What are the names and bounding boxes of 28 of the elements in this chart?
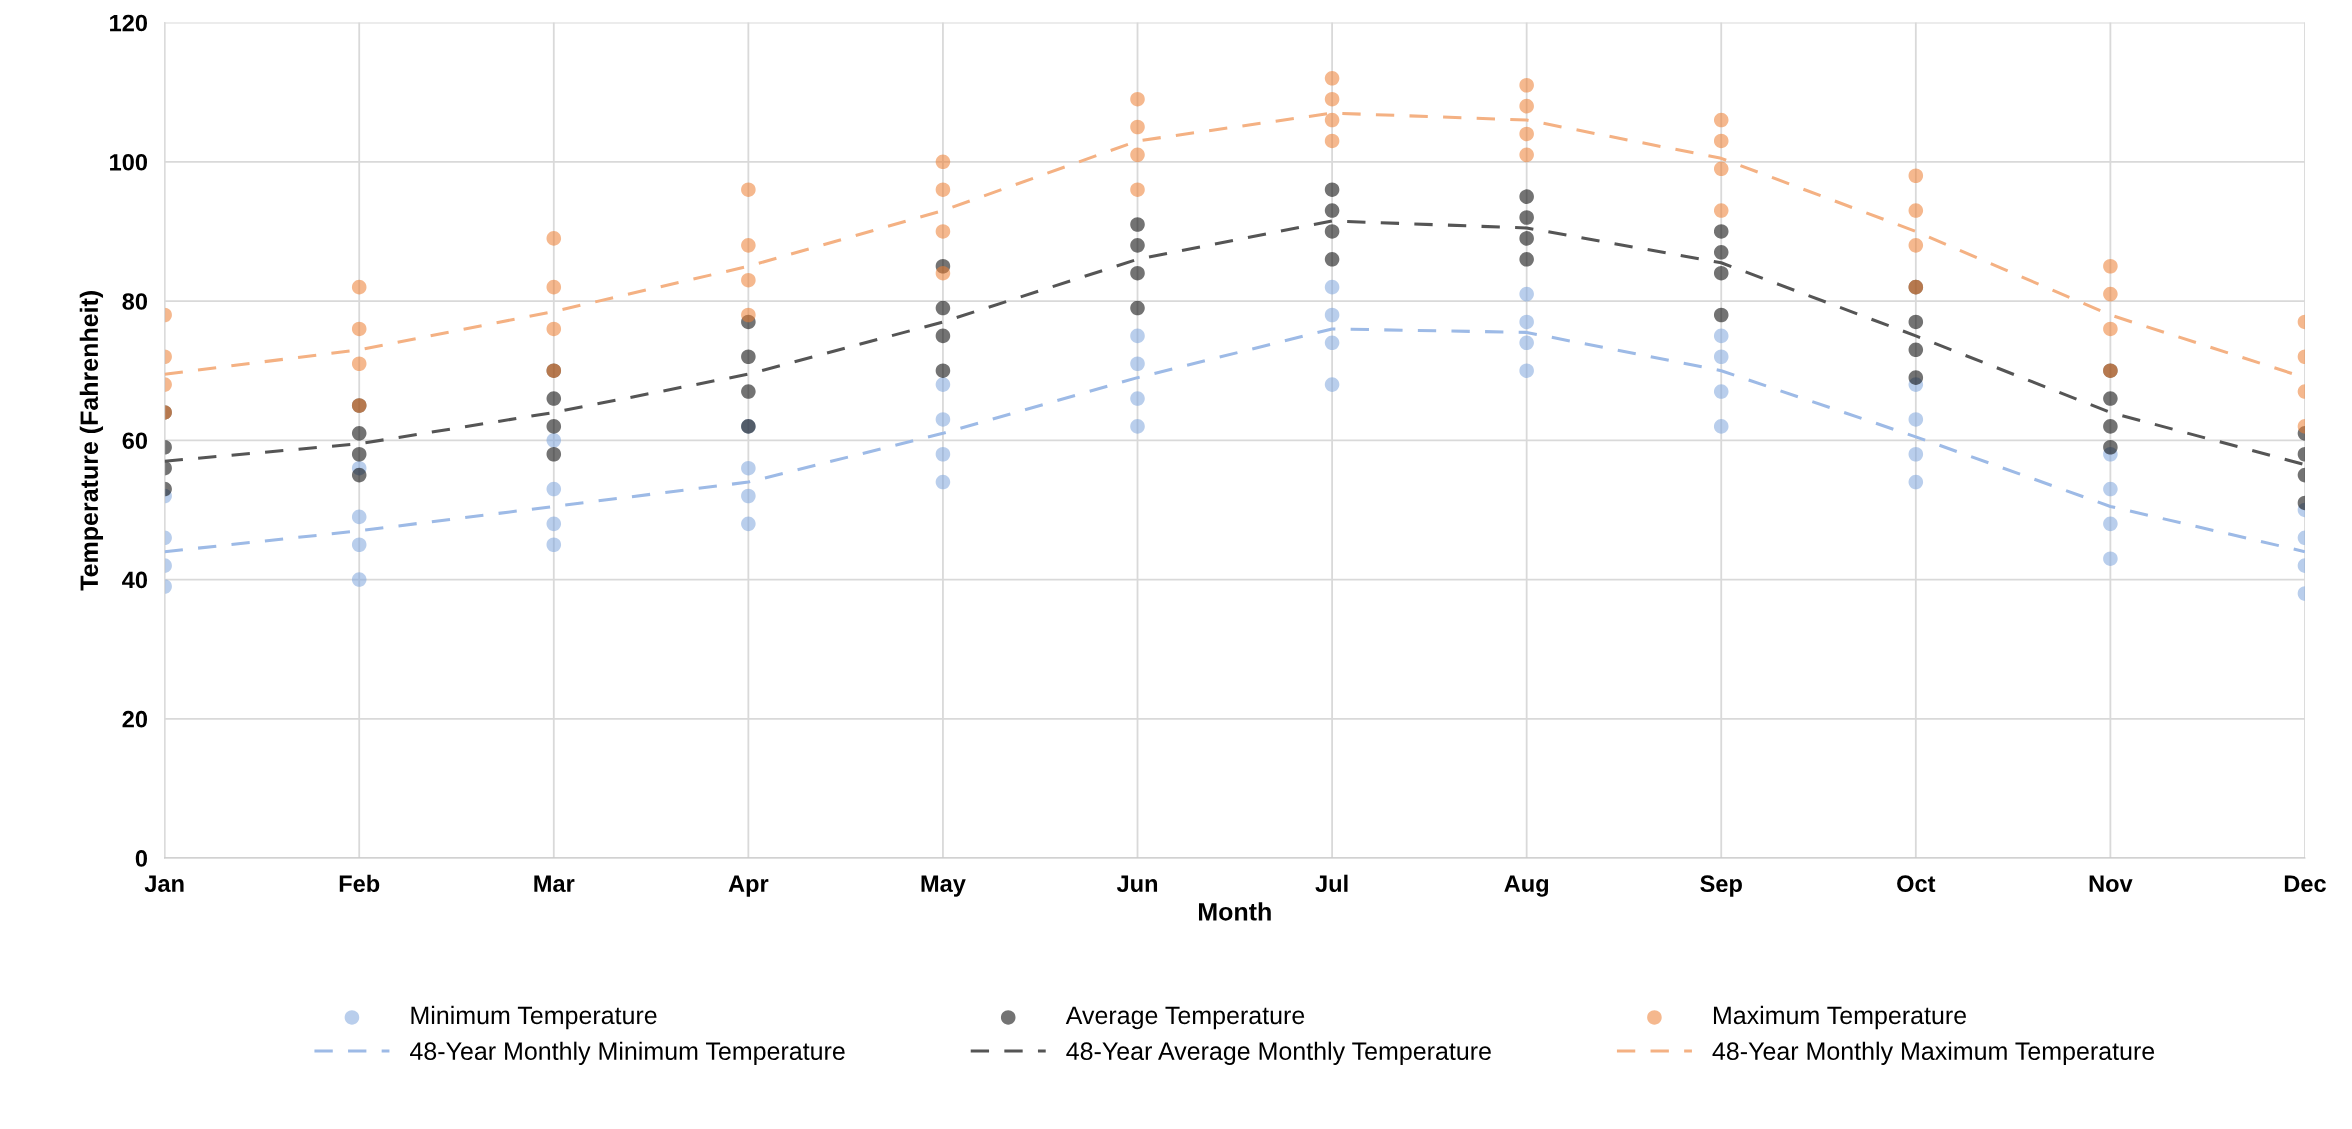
y-axis-title: Temperature (Fahrenheit): [79, 291, 104, 591]
legend-label: 48-Year Monthly Maximum Temperature: [1712, 1041, 2155, 1065]
legend-label: Minimum Temperature: [411, 1005, 657, 1030]
y-tick-label: 60: [122, 432, 148, 450]
y-tick-label: 80: [122, 293, 148, 310]
legend-label: 48-Year Monthly Minimum Temperature: [410, 1041, 845, 1065]
x-tick-label: Nov: [2089, 875, 2133, 893]
y-tick-label: 120: [110, 14, 148, 32]
x-tick-label: Feb: [339, 874, 380, 893]
y-tick-label: 100: [110, 153, 148, 171]
legend-label: Maximum Temperature: [1713, 1005, 1966, 1030]
x-tick-label: May: [921, 875, 966, 897]
y-tick-label: 40: [122, 571, 148, 589]
x-tick-label: Aug: [1504, 875, 1549, 897]
x-tick-label: Jul: [1315, 874, 1348, 893]
x-axis-title: Month: [1198, 902, 1271, 921]
legend-label: Average Temperature: [1065, 1006, 1305, 1030]
x-tick-label: Sep: [1700, 875, 1742, 897]
x-tick-label: Oct: [1897, 875, 1936, 893]
x-tick-label: Mar: [534, 875, 575, 893]
y-tick-label: 20: [122, 710, 148, 728]
y-tick-label: 0: [135, 850, 148, 867]
x-tick-label: Jun: [1116, 875, 1158, 893]
line-series: [164, 327, 2305, 554]
x-tick-label: Dec: [2284, 875, 2326, 893]
legend-label: 48-Year Average Monthly Temperature: [1066, 1041, 1491, 1065]
x-tick-label: Jan: [144, 875, 184, 893]
x-tick-label: Apr: [728, 875, 769, 897]
